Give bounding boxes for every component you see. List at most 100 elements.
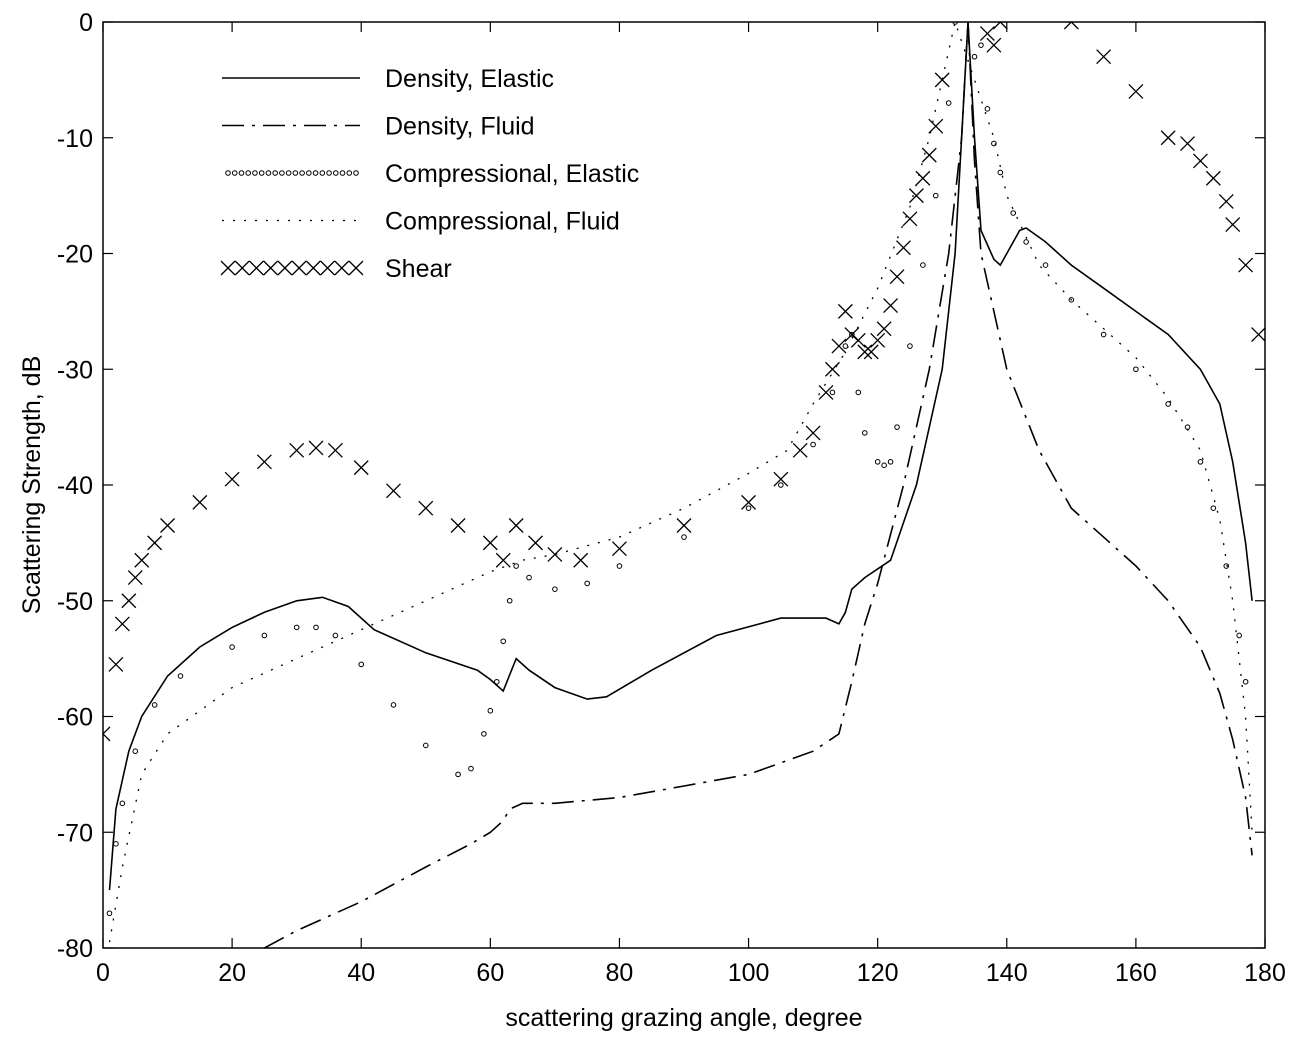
series-marker (455, 771, 461, 778)
series-marker (896, 240, 911, 256)
series-marker (874, 459, 881, 465)
series-marker (256, 454, 272, 470)
series-marker (818, 384, 834, 400)
series-marker (121, 593, 137, 609)
legend-label: Compressional, Elastic (385, 160, 639, 188)
legend-swatch (353, 170, 359, 176)
legend-label: Density, Fluid (385, 113, 535, 141)
legend-label: Compressional, Fluid (385, 208, 620, 236)
series-marker (1128, 83, 1144, 99)
legend-swatch (312, 170, 319, 176)
series-marker (1010, 210, 1017, 216)
series-marker (1180, 136, 1195, 151)
series-marker (1192, 153, 1208, 169)
series-marker (1096, 49, 1112, 65)
series-line (108, 22, 1253, 891)
legend-swatch (238, 170, 245, 176)
x-tick-label: 60 (476, 959, 504, 987)
legend-swatch (348, 260, 364, 276)
series-marker (1205, 170, 1221, 186)
series-marker (106, 910, 113, 917)
series-marker (528, 535, 543, 551)
legend-swatch (332, 170, 339, 176)
series-marker (741, 494, 757, 510)
legend-swatch (248, 260, 264, 276)
series-marker (229, 644, 235, 650)
y-tick-label: -50 (57, 588, 93, 616)
y-tick-label: -80 (57, 935, 93, 963)
series-marker (1023, 239, 1029, 245)
series-marker (992, 22, 1008, 30)
series-marker (1042, 262, 1049, 268)
series-marker (313, 624, 319, 631)
series-marker (883, 298, 899, 314)
series-marker (113, 841, 119, 847)
series-marker (526, 574, 532, 581)
legend-swatch (339, 170, 346, 176)
series-marker (934, 72, 950, 88)
series-marker (1133, 366, 1139, 373)
series-marker (825, 361, 840, 377)
series-marker (928, 118, 944, 134)
plot-frame (102, 21, 1266, 949)
x-tick-label: 120 (857, 959, 899, 987)
series-marker (390, 702, 397, 708)
series-marker (103, 726, 111, 742)
series-marker (829, 389, 836, 396)
legend-swatch (334, 260, 350, 276)
series-marker (119, 800, 126, 807)
x-tick-label: 20 (218, 959, 246, 987)
legend-swatch (319, 170, 326, 176)
series-marker (1210, 505, 1217, 511)
legend-swatch (225, 170, 231, 176)
series-marker (450, 518, 466, 533)
series-marker (573, 552, 589, 568)
series-marker (1218, 193, 1234, 209)
y-tick-label: -10 (57, 125, 93, 153)
series-marker (986, 37, 1002, 53)
series-marker (611, 541, 627, 557)
series-marker (1238, 257, 1254, 273)
series-marker (907, 343, 913, 349)
x-axis-label: scattering grazing angle, degree (505, 1004, 862, 1032)
series-marker (887, 459, 894, 465)
series-marker (915, 170, 931, 186)
x-tick-label: 100 (728, 959, 770, 987)
series-marker (810, 441, 816, 448)
legend-swatch (265, 170, 272, 176)
series-marker (979, 26, 995, 42)
series-marker (1242, 678, 1249, 685)
series-marker (482, 535, 498, 551)
series-marker (745, 505, 752, 511)
series-marker (293, 624, 300, 631)
series-marker (134, 552, 150, 568)
series-marker (1236, 632, 1242, 639)
series-marker (908, 188, 924, 204)
series-marker (978, 42, 984, 48)
x-tick-label: 0 (96, 959, 110, 987)
series-marker (792, 442, 808, 458)
series-marker (160, 518, 176, 533)
series-marker (881, 462, 887, 469)
series-marker (224, 471, 240, 487)
series-marker (778, 482, 784, 488)
legend-swatch (279, 170, 285, 176)
series-marker (971, 53, 978, 60)
legend-swatch (263, 260, 279, 276)
series-marker (327, 442, 343, 458)
series-marker (921, 147, 937, 163)
series-marker (681, 534, 687, 540)
legend-swatch (305, 260, 321, 276)
series-marker (584, 580, 590, 587)
series-marker (1068, 297, 1075, 303)
series-marker (151, 702, 158, 708)
legend-swatch (292, 170, 299, 176)
legend-swatch (220, 260, 236, 276)
series-marker (616, 563, 623, 569)
series-marker (332, 632, 339, 639)
legend-label: Shear (385, 255, 452, 283)
series-marker (984, 106, 991, 112)
series-marker (1223, 563, 1230, 569)
series-marker (506, 597, 513, 604)
